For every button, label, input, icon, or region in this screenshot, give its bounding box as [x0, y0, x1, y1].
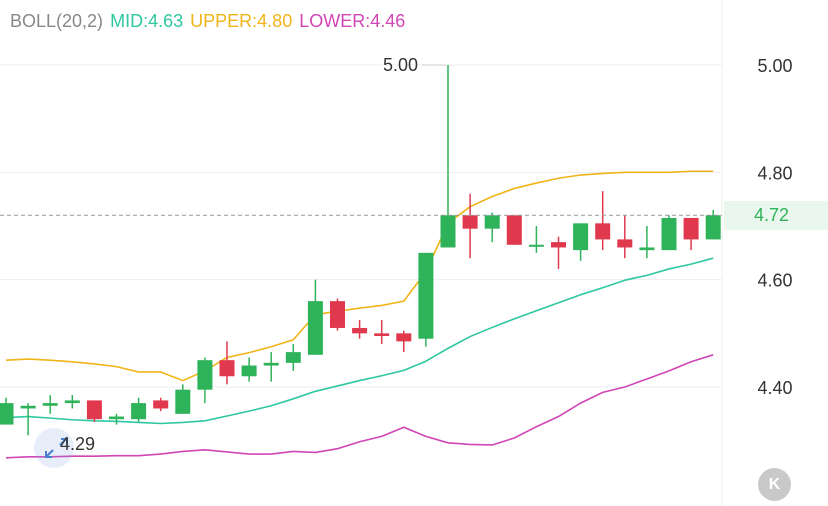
candle-body: [639, 247, 655, 251]
candle: [551, 236, 566, 269]
boll-legend: BOLL(20,2) MID:4.63 UPPER:4.80 LOWER:4.4…: [10, 11, 407, 32]
candle-body: [462, 215, 478, 229]
legend-lower-value: 4.46: [370, 11, 406, 31]
candle-body: [573, 223, 589, 251]
candle: [639, 226, 655, 259]
candle-body: [197, 360, 213, 390]
candle-body: [330, 301, 345, 328]
candle-body: [705, 215, 721, 240]
candle-body: [683, 217, 699, 240]
candle-body: [263, 362, 279, 366]
bollinger-bands: [5, 170, 714, 459]
current-price-value: 4.72: [754, 205, 790, 225]
high-price-marker: 5.00: [383, 55, 446, 75]
candle-body: [0, 403, 14, 425]
candle: [595, 191, 611, 251]
candle: [153, 397, 169, 412]
candle: [307, 279, 323, 355]
candle: [440, 65, 456, 248]
candle: [131, 397, 147, 422]
candle: [352, 319, 368, 339]
price-tick-label: 4.80: [757, 163, 792, 183]
boll-upper-line: [5, 170, 714, 382]
candle-body: [241, 365, 257, 377]
candle: [86, 400, 102, 422]
legend-mid-label: MID:: [110, 11, 149, 31]
candle: [285, 344, 301, 371]
legend-indicator: BOLL(20,2): [10, 11, 104, 31]
legend-lower-label: LOWER:: [299, 11, 371, 31]
candle: [484, 212, 500, 243]
candle: [330, 298, 345, 331]
boll-lower-line: [5, 354, 714, 459]
k-logo-icon[interactable]: K: [758, 468, 791, 501]
candle-body: [506, 215, 522, 245]
candle: [617, 215, 633, 259]
candle: [42, 395, 58, 414]
low-price-label: 4.29: [60, 434, 96, 454]
boll-mid-line: [5, 257, 714, 425]
candle-body: [285, 352, 301, 363]
candle: [506, 215, 522, 245]
candle: [573, 223, 589, 261]
candle-body: [42, 403, 58, 406]
price-tick-label: 4.60: [757, 271, 792, 291]
candle: [374, 319, 390, 345]
candle: [197, 357, 213, 404]
candle-body: [64, 400, 80, 404]
candle-body: [528, 244, 544, 247]
candle: [462, 193, 478, 259]
candle-body: [396, 333, 412, 342]
candle: [0, 397, 14, 425]
price-tick-label: 4.40: [757, 378, 792, 398]
candle: [683, 217, 699, 251]
candle: [263, 352, 279, 382]
legend-upper-label: UPPER:: [190, 11, 258, 31]
candle: [396, 330, 412, 353]
candle: [528, 226, 544, 253]
candle-body: [440, 215, 456, 248]
candle-body: [109, 416, 124, 420]
candle: [219, 341, 235, 385]
candle: [661, 215, 677, 251]
candle-body: [175, 389, 191, 414]
current-price-badge: 4.72: [724, 201, 828, 230]
candle: [241, 357, 257, 382]
candle: [175, 384, 191, 414]
candle: [109, 413, 124, 425]
price-axis: 5.00 4.80 4.60 4.40: [757, 56, 792, 398]
grid-lines: [0, 0, 723, 506]
price-tick-label: 5.00: [757, 56, 792, 76]
candle-body: [307, 301, 323, 355]
candle: [64, 395, 80, 409]
candle-body: [352, 327, 368, 334]
candles[interactable]: [0, 65, 721, 436]
candle-body: [86, 400, 102, 420]
candle-body: [131, 403, 147, 420]
candle: [20, 403, 36, 436]
candle-body: [595, 223, 611, 240]
arrows-in-icon: [45, 437, 68, 458]
candle-body: [617, 239, 633, 248]
candle-body: [374, 333, 390, 337]
legend-mid-value: 4.63: [148, 11, 184, 31]
candle: [705, 209, 721, 240]
candle-body: [484, 215, 500, 229]
collapse-button[interactable]: [34, 428, 74, 468]
high-price-label: 5.00: [383, 55, 418, 75]
candle-body: [661, 217, 677, 251]
candle-body: [418, 252, 434, 339]
candle-body: [551, 242, 566, 248]
candle-body: [20, 405, 36, 409]
candle-body: [153, 400, 169, 409]
candle: [418, 252, 434, 347]
candle-body: [219, 360, 235, 377]
legend-upper-value: 4.80: [257, 11, 293, 31]
